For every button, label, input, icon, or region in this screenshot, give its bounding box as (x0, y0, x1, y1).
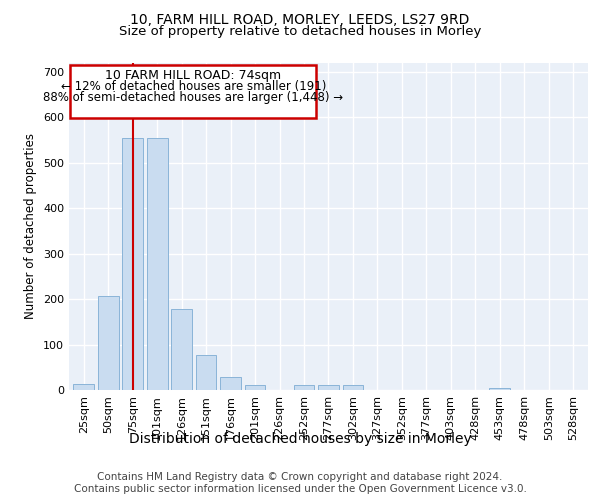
Bar (196, 354, 217, 390)
Bar (122, 138, 143, 390)
Bar (98, 296, 119, 390)
Text: ← 12% of detached houses are smaller (191): ← 12% of detached houses are smaller (19… (61, 80, 326, 93)
Bar (73, 384, 94, 390)
Text: Distribution of detached houses by size in Morley: Distribution of detached houses by size … (128, 432, 472, 446)
Bar (147, 138, 167, 390)
Bar (70, 65, 316, 118)
Text: Contains HM Land Registry data © Crown copyright and database right 2024.: Contains HM Land Registry data © Crown c… (97, 472, 503, 482)
Text: 88% of semi-detached houses are larger (1,448) →: 88% of semi-detached houses are larger (… (43, 91, 343, 104)
Bar (171, 309, 192, 390)
Text: 10 FARM HILL ROAD: 74sqm: 10 FARM HILL ROAD: 74sqm (105, 70, 281, 82)
Bar (490, 388, 510, 390)
Bar (293, 385, 314, 390)
Bar (343, 386, 364, 390)
Bar (220, 378, 241, 390)
Bar (318, 386, 339, 390)
Text: Contains public sector information licensed under the Open Government Licence v3: Contains public sector information licen… (74, 484, 526, 494)
Text: 10, FARM HILL ROAD, MORLEY, LEEDS, LS27 9RD: 10, FARM HILL ROAD, MORLEY, LEEDS, LS27 … (130, 12, 470, 26)
Bar (245, 384, 265, 390)
Y-axis label: Number of detached properties: Number of detached properties (25, 133, 37, 320)
Text: Size of property relative to detached houses in Morley: Size of property relative to detached ho… (119, 25, 481, 38)
